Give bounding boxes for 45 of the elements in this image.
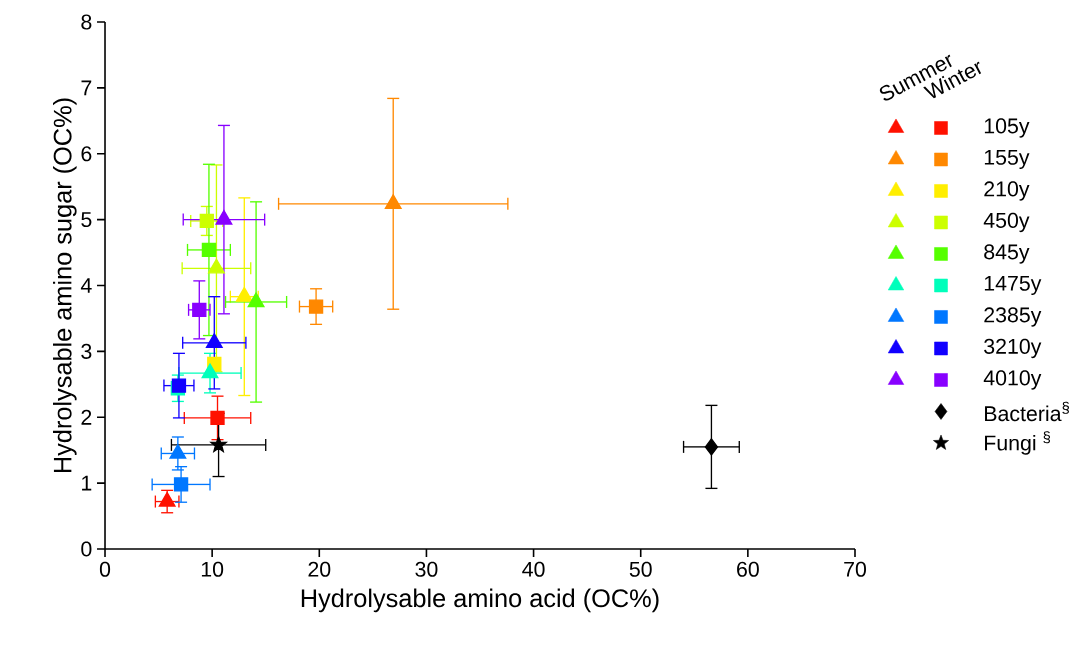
x-tick-label: 60 [737,561,759,577]
legend-label: Fungi $^{§}$ [985,431,1051,455]
legend-label: 155y [984,149,1030,170]
y-tick-label: 5 [81,212,92,228]
x-tick-label: 20 [308,561,331,577]
legend-label: 2385y [984,307,1042,327]
point [704,438,719,456]
point [210,410,225,426]
point [205,333,223,348]
x-tick-label: 0 [99,561,111,577]
point [201,242,217,258]
y-tick-label: 3 [81,343,92,359]
x-tick-label: 50 [629,561,652,577]
point [308,299,324,314]
legend-label: 105y [984,118,1030,138]
legend-label: 1475y [984,275,1042,296]
point [192,302,207,318]
legend-label: 450y [983,212,1030,233]
legend-label: 4010y [983,370,1042,390]
x-tick-label: 30 [415,561,438,577]
y-tick-label: 4 [80,278,92,293]
y-tick-label: 7 [81,80,92,96]
point [210,436,227,453]
x-tick-label: 10 [201,561,224,577]
y-tick-label: 2 [81,409,92,425]
legend-label: 3210y [984,338,1042,359]
y-tick-label: 8 [81,14,92,30]
point [215,209,233,225]
y-tick-label: 6 [81,146,92,162]
legend-label: 845y [984,244,1030,264]
point [235,287,253,302]
point [384,194,402,209]
point [199,213,214,229]
y-tick-label: 1 [82,475,92,491]
x-tick-label: 70 [844,561,867,577]
legend-label: 210y [984,181,1030,201]
point [201,363,219,379]
point [207,258,225,274]
y-axis-title: Hydrolysable amino sugar (OC%) [53,98,77,473]
y-tick-label: 0 [81,541,92,557]
x-axis-title: Hydrolysable amino acid (OC%) [301,588,659,613]
x-tick-label: 40 [522,561,545,577]
legend-label: Bacteria$^{§}$ [985,401,1069,422]
point [173,477,189,492]
point [247,292,265,308]
